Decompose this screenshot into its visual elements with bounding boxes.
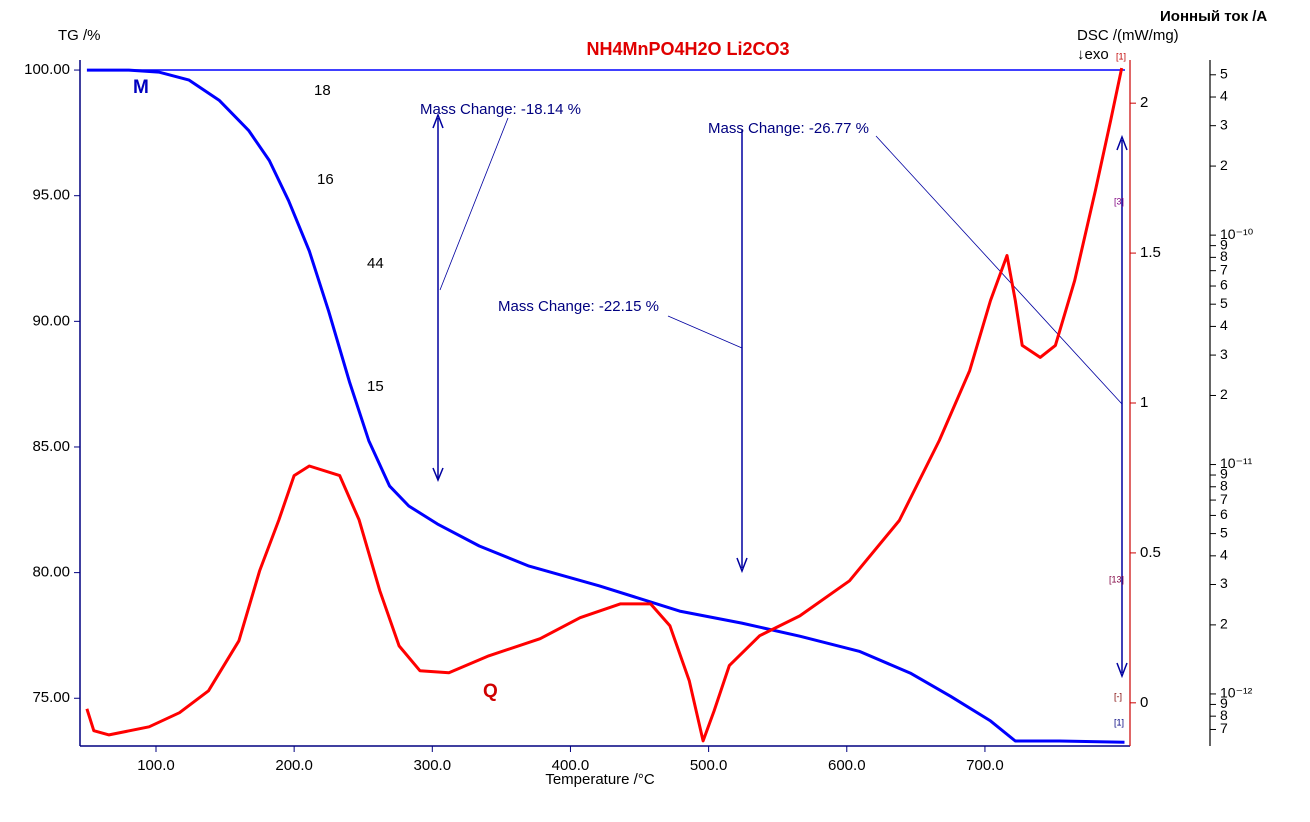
y2-tick-label: 1 bbox=[1140, 394, 1148, 411]
y3-tick-label: 7 bbox=[1220, 491, 1228, 507]
marker: [3] bbox=[1114, 196, 1124, 206]
x-axis-label: Temperature /°C bbox=[545, 771, 655, 788]
y3-tick-label: 8 bbox=[1220, 707, 1228, 723]
y-tick-label: 100.00 bbox=[24, 61, 70, 78]
y3-tick-label: 4 bbox=[1220, 317, 1228, 333]
y3-tick-label: 6 bbox=[1220, 506, 1228, 522]
y3-tick-label: 10⁻¹⁰ bbox=[1220, 226, 1254, 242]
marker: [13] bbox=[1109, 574, 1124, 584]
y3-axis-label: Ионный ток /А bbox=[1160, 8, 1267, 25]
y2-axis-label: DSC /(mW/mg) bbox=[1077, 27, 1179, 44]
y-tick-label: 95.00 bbox=[32, 187, 70, 204]
y3-tick-label: 10⁻¹¹ bbox=[1220, 455, 1253, 471]
y3-tick-label: 2 bbox=[1220, 386, 1228, 402]
y-tick-label: 80.00 bbox=[32, 564, 70, 581]
arrows bbox=[432, 112, 1128, 679]
annotation: Mass Change: -22.15 % bbox=[498, 298, 659, 315]
series-line bbox=[85, 67, 1124, 743]
y3-tick-label: 10⁻¹² bbox=[1220, 685, 1253, 701]
x-tick-label: 500.0 bbox=[690, 757, 728, 774]
y3-tick-label: 5 bbox=[1220, 524, 1228, 540]
y3-tick-label: 3 bbox=[1220, 116, 1228, 132]
y3-tick-label: 7 bbox=[1220, 261, 1228, 277]
y3-tick-label: 4 bbox=[1220, 88, 1228, 104]
annotation: 18 bbox=[314, 82, 331, 99]
y3-tick-label: 8 bbox=[1220, 477, 1228, 493]
annotation: 44 bbox=[367, 255, 384, 272]
exo-label: ↓exo bbox=[1077, 46, 1109, 63]
annotation: Mass Change: -18.14 % bbox=[420, 101, 581, 118]
x-tick-label: 200.0 bbox=[275, 757, 313, 774]
series-line bbox=[86, 68, 1125, 744]
y-tick-label: 85.00 bbox=[32, 438, 70, 455]
y3-tick-label: 9 bbox=[1220, 236, 1228, 252]
y3-tick-label: 9 bbox=[1220, 466, 1228, 482]
y2-tick-label: 0.5 bbox=[1140, 544, 1161, 561]
y3-tick-label: 9 bbox=[1220, 695, 1228, 711]
y3-tick-label: 4 bbox=[1220, 547, 1228, 563]
y3-tick-label: 3 bbox=[1220, 575, 1228, 591]
y3-tick-label: 6 bbox=[1220, 277, 1228, 293]
annotation: 16 bbox=[317, 171, 334, 188]
y3-tick-label: 5 bbox=[1220, 65, 1228, 81]
y3-tick-label: 5 bbox=[1220, 295, 1228, 311]
y3-tick-label: 7 bbox=[1220, 720, 1228, 736]
x-tick-label: 100.0 bbox=[137, 757, 175, 774]
x-tick-label: 400.0 bbox=[552, 757, 590, 774]
x-tick-label: 600.0 bbox=[828, 757, 866, 774]
annotation: Mass Change: -26.77 % bbox=[708, 120, 869, 137]
x-tick-label: 300.0 bbox=[414, 757, 452, 774]
y3-tick-label: 3 bbox=[1220, 346, 1228, 362]
y2-tick-label: 2 bbox=[1140, 94, 1148, 111]
y-axis-label: TG /% bbox=[58, 27, 101, 44]
y2-tick-label: 0 bbox=[1140, 694, 1148, 711]
y2-tick-label: 1.5 bbox=[1140, 244, 1161, 261]
y3-tick-label: 2 bbox=[1220, 157, 1228, 173]
marker: [1] bbox=[1114, 717, 1124, 727]
leader-lines bbox=[439, 117, 1123, 405]
x-tick-label: 700.0 bbox=[966, 757, 1004, 774]
chart-title: NH4MnPO4H2O Li2CO3 bbox=[586, 39, 789, 59]
series-label: Q bbox=[483, 681, 498, 702]
y-tick-label: 90.00 bbox=[32, 312, 70, 329]
marker: [-] bbox=[1114, 691, 1122, 701]
marker: [1] bbox=[1116, 51, 1126, 61]
y3-tick-label: 2 bbox=[1220, 616, 1228, 632]
series-label: M bbox=[133, 77, 149, 98]
y-tick-label: 75.00 bbox=[32, 689, 70, 706]
y3-tick-label: 8 bbox=[1220, 248, 1228, 264]
annotation: 15 bbox=[367, 378, 384, 395]
